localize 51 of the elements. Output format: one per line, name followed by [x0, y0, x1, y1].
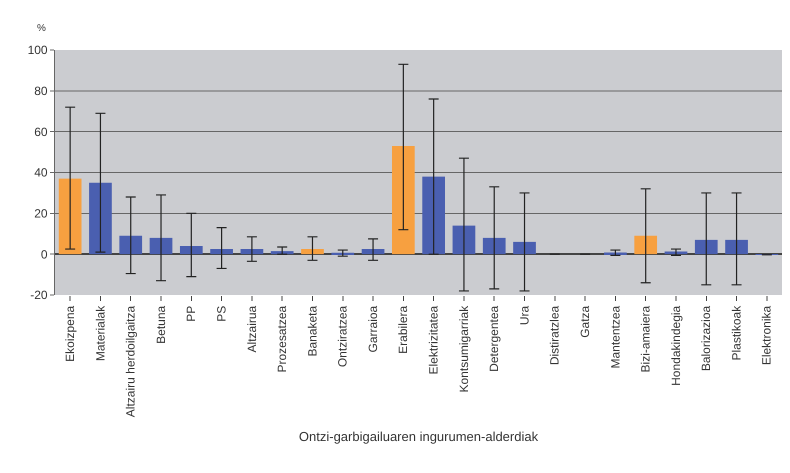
x-tick-label: Altzairu herdoilgaitza — [124, 305, 138, 418]
y-tick-label: 0 — [40, 247, 48, 262]
x-tick-label: Prozesatzea — [275, 305, 290, 373]
y-tick-label: 60 — [34, 124, 48, 139]
bar — [180, 246, 203, 254]
bar — [422, 176, 446, 254]
x-tick-label: Kontsumigarriak — [456, 304, 471, 393]
bar — [634, 236, 658, 254]
bar — [89, 182, 112, 254]
x-tick-label: Detergentea — [487, 305, 502, 372]
bar — [150, 238, 172, 254]
x-tick-label: Ontziratzea — [336, 305, 350, 368]
x-tick-label: Distiratzlea — [548, 305, 562, 366]
bar — [664, 252, 688, 254]
bar — [240, 249, 264, 254]
x-tick-label: Betuna — [154, 305, 168, 344]
x-tick-label: PP — [184, 306, 198, 322]
bar — [119, 236, 142, 254]
bar — [452, 226, 476, 254]
x-tick-label: Erabilera — [396, 305, 410, 354]
bar — [694, 240, 718, 254]
bar — [301, 249, 324, 254]
bar — [58, 178, 82, 254]
x-tick-label: Hondakindegia — [668, 305, 683, 386]
x-tick-label: PS — [214, 306, 228, 322]
bar — [392, 146, 415, 254]
bar — [513, 242, 536, 254]
x-tick-label: Altzairua — [244, 305, 259, 352]
x-tick-label: Plastikoak — [729, 304, 744, 361]
bar — [362, 249, 384, 254]
x-tick-label: Ekoizpena — [63, 305, 78, 362]
y-tick-label: 80 — [34, 84, 48, 98]
x-tick-label: Balorizazioa — [699, 305, 714, 372]
x-tick-label: Mantentzea — [608, 305, 622, 369]
bar — [210, 249, 233, 254]
bar — [725, 240, 748, 254]
y-tick-label: -20 — [30, 288, 48, 302]
x-tick-label: Banaketa — [305, 305, 320, 357]
x-axis-title: Ontzi-garbigailuaren ingurumen-alderdiak — [298, 428, 539, 444]
x-tick-label: Elektrizitatea — [426, 305, 441, 375]
x-tick-label: Elektronika — [760, 305, 774, 366]
x-tick-label: Materialak — [93, 304, 108, 362]
x-tick-label: Ura — [517, 305, 532, 326]
y-tick-label: 20 — [34, 206, 48, 221]
x-tick-label: Garraioa — [366, 305, 380, 352]
x-tick-label: Bizi-amaiera — [638, 305, 653, 372]
y-axis-title: % — [37, 23, 46, 34]
y-tick-label: 100 — [28, 43, 48, 58]
y-tick-label: 40 — [34, 166, 48, 180]
bar — [482, 238, 506, 254]
x-tick-label: Gatza — [578, 305, 592, 338]
